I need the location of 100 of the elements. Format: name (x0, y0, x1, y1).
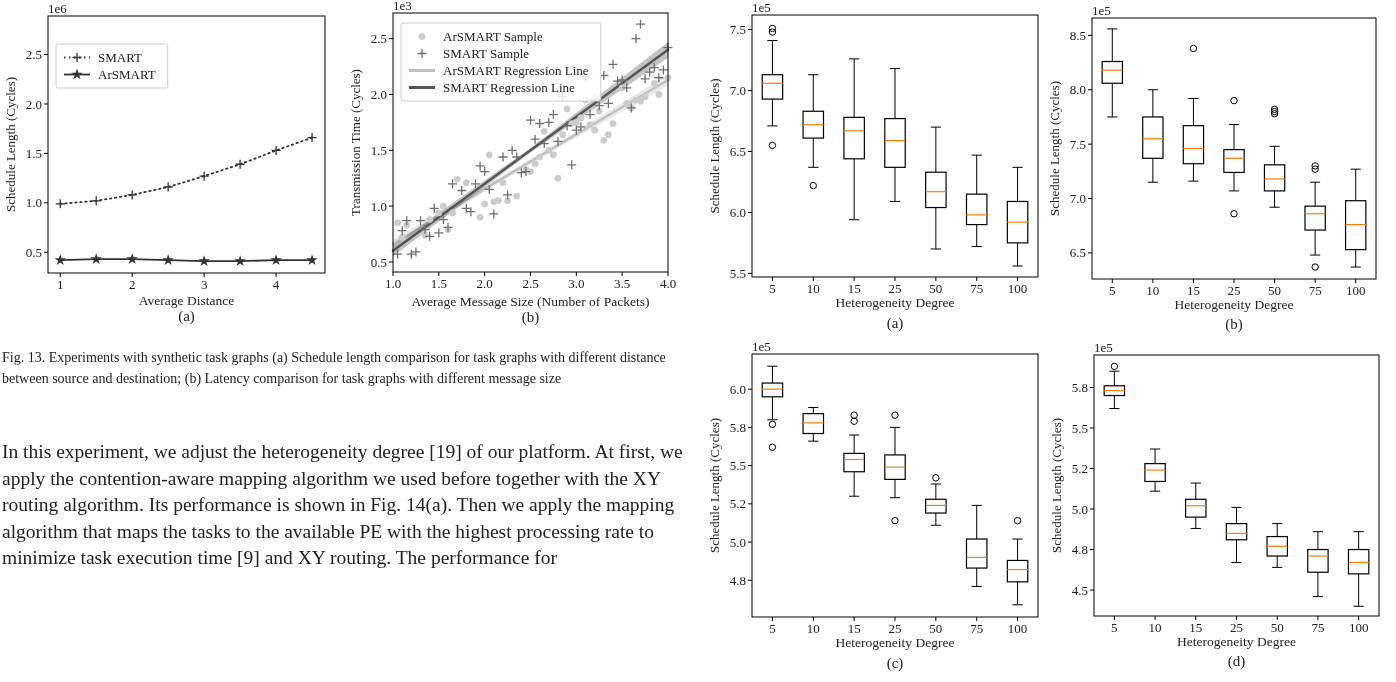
x-tick-label: 15 (1186, 283, 1200, 298)
text: (b) (1225, 316, 1243, 333)
y-tick-label: 8.0 (1069, 82, 1086, 98)
y-tick-label: 1.5 (25, 145, 42, 161)
legend-label: SMART (98, 50, 143, 66)
x-tick-label: 10 (806, 281, 820, 296)
y-tick-label: 2.5 (370, 31, 387, 47)
y-axis-title: Schedule Length (Cycles) (1049, 417, 1064, 554)
text: (d) (1227, 653, 1246, 670)
x-tick-label: 75 (970, 621, 984, 636)
legend-label: ArSMART Sample (443, 29, 543, 45)
x-tick-label: 100 (1348, 620, 1369, 635)
text: In this experiment, we adjust the heterogeneity degree [19] of our platform. At first, we apply the contention-aware mapping algorithm we used before together with the XY routing algorithm. Its performance is shown in Fig. 14(a). Then we apply the mapping algorithm that maps the tasks to the available PE with the highest processing rate to minimize task execution time [9] and XY routing. The performance for (2, 441, 683, 569)
y-tick-label: 4.8 (1071, 542, 1088, 558)
y-tick-label: 5.8 (729, 419, 746, 435)
y-tick-label: 1.0 (370, 198, 387, 214)
y-axis-title: Schedule Length (Cycles) (3, 76, 18, 213)
x-tick-label: 50 (1268, 283, 1282, 298)
x-tick-label: 25 (888, 621, 902, 636)
y-tick-label: 5.5 (1071, 420, 1088, 436)
y-tick-label: 1.0 (25, 195, 42, 211)
y-axis-title: Schedule Length (Cycles) (707, 417, 722, 554)
x-tick-label: 100 (1007, 621, 1028, 636)
y-tick-label: 7.0 (729, 83, 746, 99)
x-tick-label: 50 (1270, 620, 1284, 635)
x-tick-label: 5 (769, 621, 776, 636)
x-tick-label: 75 (1308, 283, 1322, 298)
x-tick-label: 100 (1345, 283, 1366, 298)
x-axis-title: Average Distance (138, 293, 235, 308)
y-tick-label: 7.5 (729, 22, 746, 38)
text: 1e3 (393, 0, 412, 13)
x-tick-label: 15 (847, 281, 861, 296)
y-axis-title: Schedule Length (Cycles) (1047, 80, 1062, 217)
x-tick-label: 10 (1146, 283, 1160, 298)
x-tick-label: 4.0 (659, 276, 677, 291)
y-tick-label: 1.5 (370, 142, 387, 158)
x-tick-label: 50 (929, 621, 943, 636)
text: (a) (886, 315, 904, 332)
text: 1e5 (1092, 3, 1111, 18)
y-tick-label: 5.0 (1071, 501, 1088, 517)
x-tick-label: 5 (1109, 283, 1116, 298)
x-tick-label: 3 (200, 277, 208, 292)
x-tick-label: 1.5 (430, 276, 447, 291)
annotation: 1e5 (752, 0, 771, 15)
y-tick-label: 6.0 (729, 204, 746, 220)
x-axis-title: Heterogeneity Degree (835, 635, 955, 650)
x-tick-label: 3.0 (568, 276, 585, 291)
y-tick-label: 7.0 (1069, 191, 1086, 207)
x-tick-label: 25 (1227, 283, 1241, 298)
y-tick-label: 0.5 (25, 244, 42, 260)
legend-label: SMART Sample (443, 46, 530, 62)
y-tick-label: 6.5 (729, 144, 746, 160)
x-tick-label: 2 (128, 277, 136, 292)
text: (c) (886, 655, 904, 672)
y-tick-label: 4.8 (729, 572, 746, 588)
caption: Fig. 13. Experiments with synthetic task graphs (a) Schedule length comparison for task graphs with different distance between source and destination; (b) Latency comparison for task graphs with different message size (2, 350, 666, 387)
y-tick-label: 5.8 (1071, 379, 1088, 395)
x-tick-label: 5 (769, 281, 776, 296)
x-tick-label: 10 (806, 621, 820, 636)
x-tick-label: 100 (1007, 281, 1028, 296)
x-tick-label: 25 (1230, 620, 1243, 635)
y-axis-title: Schedule Length (Cycles) (707, 78, 722, 214)
y-tick-label: 7.5 (1069, 136, 1086, 152)
x-axis-title: Average Message Size (Number of Packets) (411, 294, 650, 309)
x-tick-label: 2.5 (522, 276, 539, 291)
text: 1e6 (48, 1, 68, 16)
legend-label: ArSMART Regression Line (443, 63, 589, 79)
x-tick-label: 1.0 (384, 276, 402, 291)
x-axis-title: Heterogeneity Degree (1174, 297, 1294, 312)
y-tick-label: 4.5 (1071, 582, 1088, 598)
y-tick-label: 0.5 (370, 254, 387, 270)
y-tick-label: 2.5 (25, 47, 42, 63)
x-tick-label: 5 (1111, 620, 1118, 635)
x-tick-label: 2.0 (476, 276, 493, 291)
x-tick-label: 3.5 (614, 276, 631, 291)
y-tick-label: 6.5 (1069, 245, 1086, 261)
y-tick-label: 6.0 (729, 381, 746, 397)
x-tick-label: 75 (1311, 620, 1325, 635)
x-tick-label: 75 (970, 281, 984, 296)
y-axis-title: Transmission Time (Cycles) (348, 69, 363, 216)
x-tick-label: 4 (272, 277, 280, 292)
legend-label: SMART Regression Line (443, 80, 576, 96)
x-tick-label: 10 (1148, 620, 1162, 635)
y-tick-label: 2.0 (25, 96, 42, 112)
y-tick-label: 5.2 (1071, 461, 1088, 477)
x-axis-title: Heterogeneity Degree (835, 295, 955, 310)
x-tick-label: 15 (847, 621, 861, 636)
text: 1e5 (1094, 340, 1113, 355)
legend-label: ArSMART (98, 67, 156, 83)
x-tick-label: 50 (929, 281, 943, 296)
text: 1e5 (752, 339, 771, 354)
text: (a) (178, 308, 195, 325)
y-tick-label: 5.2 (729, 496, 746, 512)
y-tick-label: 5.5 (729, 458, 746, 474)
y-tick-label: 2.0 (370, 87, 387, 103)
y-tick-label: 5.5 (729, 265, 746, 281)
y-tick-label: 5.0 (729, 534, 746, 550)
x-tick-label: 15 (1189, 620, 1203, 635)
text: (b) (521, 309, 540, 326)
y-tick-label: 8.5 (1069, 27, 1086, 43)
